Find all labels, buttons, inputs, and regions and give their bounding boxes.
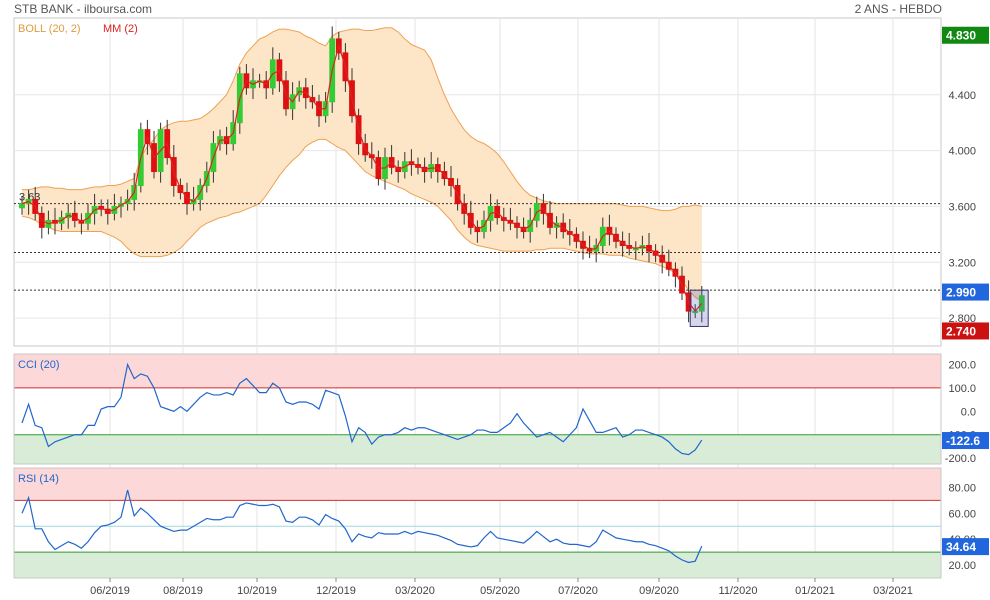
cci-oversold-zone — [14, 434, 941, 464]
x-tick-label: 07/2020 — [558, 585, 598, 597]
cci-title: CCI (20) — [18, 359, 60, 371]
bollinger-band-area — [22, 27, 702, 302]
last-price-badge-background — [942, 283, 989, 301]
cci-overbought-zone — [14, 354, 941, 388]
rsi-y-tick-label: 80.00 — [948, 482, 976, 494]
x-tick-label: 12/2019 — [316, 585, 356, 597]
chart-period-label: 2 ANS - HEBDO — [854, 2, 942, 16]
x-tick-label: 09/2020 — [639, 585, 679, 597]
rsi-oversold-zone — [14, 552, 941, 578]
cci-y-tick-label: -200.0 — [945, 453, 976, 465]
price-y-tick-label: 3.600 — [948, 201, 976, 213]
cci-y-tick-label: 200.0 — [948, 360, 976, 372]
cci-y-tick-label: 0.0 — [961, 406, 976, 418]
x-tick-label: 11/2020 — [719, 585, 758, 597]
chart-source-title: STB BANK - ilboursa.com — [14, 2, 153, 16]
x-tick-label: 10/2019 — [237, 585, 277, 597]
rsi-title: RSI (14) — [18, 473, 59, 485]
legend-moving-average: MM (2) — [103, 23, 138, 35]
low-price-badge-background — [942, 322, 989, 340]
price-y-tick-label: 4.400 — [948, 90, 976, 102]
x-tick-label: 06/2019 — [90, 585, 130, 597]
rsi-line — [21, 489, 703, 564]
rsi-panel-frame — [13, 467, 942, 579]
bollinger-lower-line — [21, 138, 703, 302]
price-y-tick-label: 2.800 — [948, 313, 976, 325]
cci-y-tick-label: 100.0 — [948, 383, 976, 395]
x-tick-label: 03/2020 — [395, 585, 435, 597]
candle-up — [698, 295, 705, 312]
last-candle-highlight — [689, 289, 709, 327]
x-tick-label: 01/2021 — [795, 585, 835, 597]
cci-value-badge: -122.6 — [946, 434, 980, 448]
rsi-value-badge: 34.64 — [946, 540, 976, 554]
price-y-tick-label: 3.200 — [948, 257, 976, 269]
rsi-value-badge-background — [942, 538, 989, 556]
high-price-badge: 4.830 — [946, 29, 976, 43]
x-tick-label: 05/2020 — [480, 585, 520, 597]
moving-average-line — [21, 43, 703, 313]
bollinger-upper-line — [22, 27, 702, 212]
cci-value-badge-background — [942, 432, 989, 450]
x-tick-label: 08/2019 — [163, 585, 203, 597]
low-price-badge: 2.740 — [946, 324, 976, 338]
rsi-overbought-zone — [14, 468, 941, 501]
cci-panel-frame — [13, 353, 942, 465]
x-tick-label: 03/2021 — [873, 585, 913, 597]
cci-line — [21, 362, 703, 456]
high-price-badge-background — [942, 26, 989, 44]
rsi-y-tick-label: 20.00 — [948, 560, 976, 572]
last-price-badge: 2.990 — [946, 286, 976, 300]
candle-up — [19, 203, 25, 209]
price-y-tick-label: 4.000 — [948, 146, 976, 158]
legend-bollinger: BOLL (20, 2) — [18, 23, 81, 35]
rsi-y-tick-label: 60.00 — [948, 508, 976, 520]
